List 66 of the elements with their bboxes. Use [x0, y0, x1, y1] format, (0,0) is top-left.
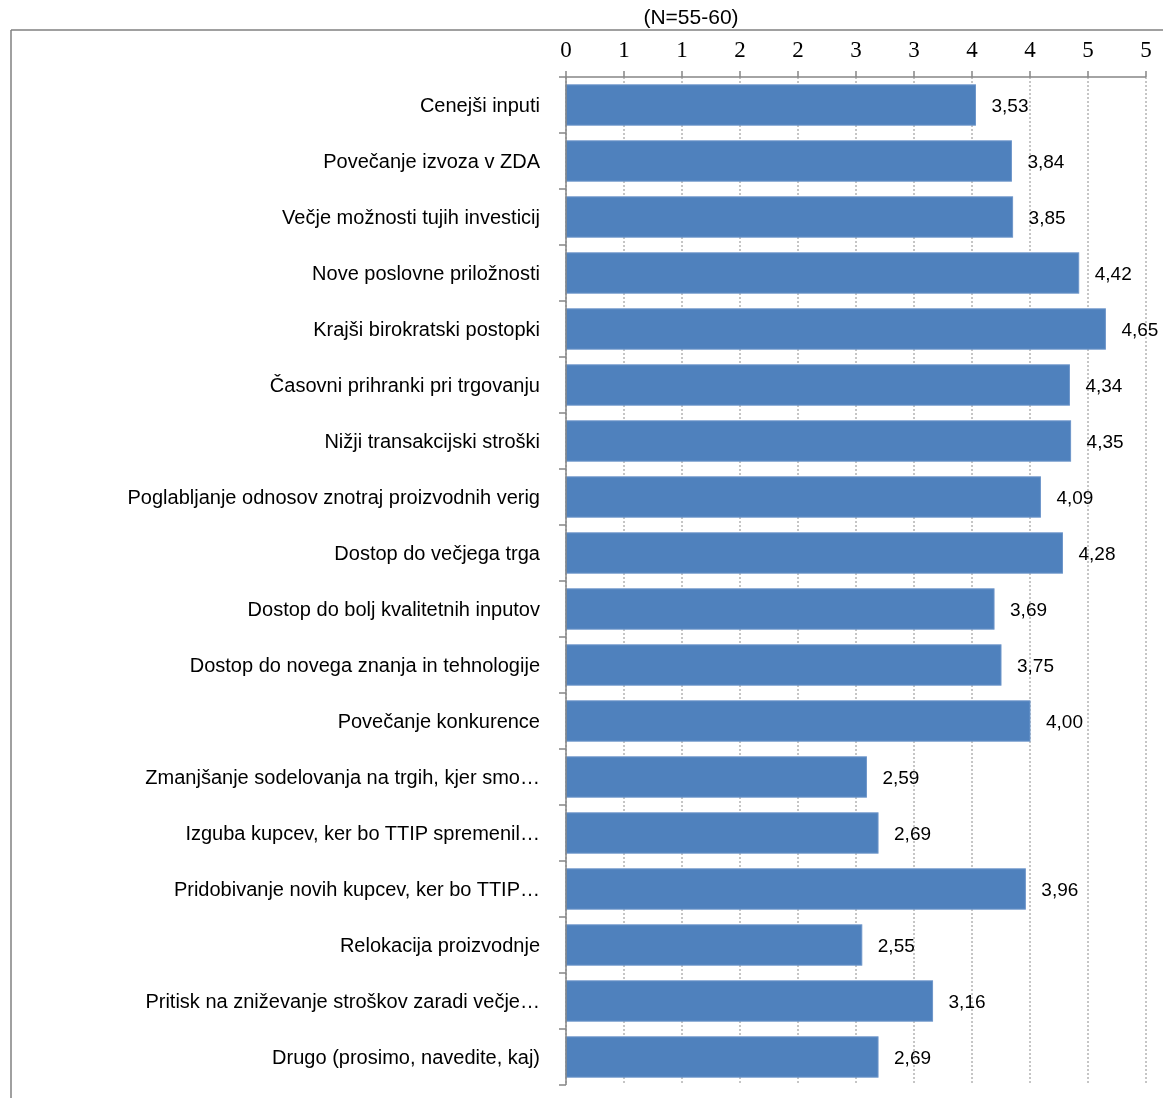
bar: [565, 140, 1012, 182]
data-label: 3,16: [948, 990, 986, 1012]
data-label: 4,42: [1094, 262, 1132, 284]
x-tick-label: 5: [1140, 37, 1152, 62]
x-tick-label: 3: [908, 37, 920, 62]
x-tick-label: 2: [734, 37, 746, 62]
bar: [565, 308, 1106, 350]
data-label: 2,59: [882, 766, 920, 788]
bar: [565, 84, 976, 126]
y-tick-label: Poglabljanje odnosov znotraj proizvodnih verig: [127, 486, 540, 508]
bar: [565, 812, 879, 854]
y-tick-label: Nove poslovne priložnosti: [312, 262, 540, 284]
data-label: 4,35: [1086, 430, 1124, 452]
x-tick-label: 4: [966, 37, 979, 62]
bar: [565, 196, 1014, 238]
y-tick-label: Večje možnosti tujih investicij: [282, 206, 540, 228]
bar: [565, 924, 863, 966]
bar: [565, 1036, 879, 1078]
y-tick-label: Časovni prihranki pri trgovanju: [269, 374, 540, 396]
data-label: 4,28: [1078, 542, 1116, 564]
bar: [565, 868, 1026, 910]
bar: [565, 252, 1080, 294]
data-label: 3,75: [1017, 654, 1054, 676]
y-tick-label: Krajši birokratski postopki: [313, 318, 540, 340]
bar: [565, 476, 1041, 518]
y-tick-label: Cenejši inputi: [419, 94, 540, 116]
bar: [565, 532, 1063, 574]
data-label: 3,69: [1010, 598, 1048, 620]
x-tick-label: 4: [1024, 37, 1037, 62]
chart-title: (N=55-60): [643, 5, 739, 28]
y-tick-label: Pridobivanje novih kupcev, ker bo TTIP…: [173, 878, 540, 900]
bar: [565, 756, 867, 798]
y-tick-label: Dostop do bolj kvalitetnih inputov: [247, 598, 540, 620]
bar: [565, 420, 1072, 462]
y-tick-label: Drugo (prosimo, navedite, kaj): [272, 1046, 540, 1068]
bar: [565, 980, 934, 1022]
y-tick-label: Dostop do večjega trga: [334, 542, 541, 564]
data-label: 2,69: [894, 822, 932, 844]
x-tick-label: 0: [560, 37, 572, 62]
x-tick-label: 2: [792, 37, 804, 62]
y-tick-label: Povečanje konkurence: [337, 710, 540, 732]
data-label: 2,55: [877, 934, 915, 956]
data-label: 4,34: [1085, 374, 1123, 396]
x-tick-label: 3: [850, 37, 862, 62]
y-tick-label: Relokacija proizvodnje: [339, 934, 540, 956]
data-label: 4,00: [1046, 710, 1083, 732]
x-tick-label: 1: [618, 37, 630, 62]
data-label: 3,53: [991, 94, 1029, 116]
data-label: 4,65: [1121, 318, 1159, 340]
y-tick-label: Pritisk na zniževanje stroškov zaradi večje…: [145, 990, 540, 1012]
data-label: 3,96: [1041, 878, 1079, 900]
data-label: 4,09: [1056, 486, 1094, 508]
y-tick-label: Zmanjšanje sodelovanja na trgih, kjer smo…: [145, 766, 540, 788]
y-tick-label: Dostop do novega znanja in tehnologije: [189, 654, 540, 676]
y-tick-label: Nižji transakcijski stroški: [324, 430, 540, 452]
bar: [565, 364, 1070, 406]
data-label: 2,69: [894, 1046, 932, 1068]
data-label: 3,85: [1028, 206, 1066, 228]
data-label: 3,84: [1027, 150, 1065, 172]
y-tick-label: Izguba kupcev, ker bo TTIP spremenil…: [185, 822, 540, 844]
x-tick-label: 5: [1082, 37, 1094, 62]
bar: [565, 700, 1031, 742]
y-tick-label: Povečanje izvoza v ZDA: [323, 150, 541, 172]
x-tick-label: 1: [676, 37, 688, 62]
bar: [565, 644, 1002, 686]
bar: [565, 588, 995, 630]
